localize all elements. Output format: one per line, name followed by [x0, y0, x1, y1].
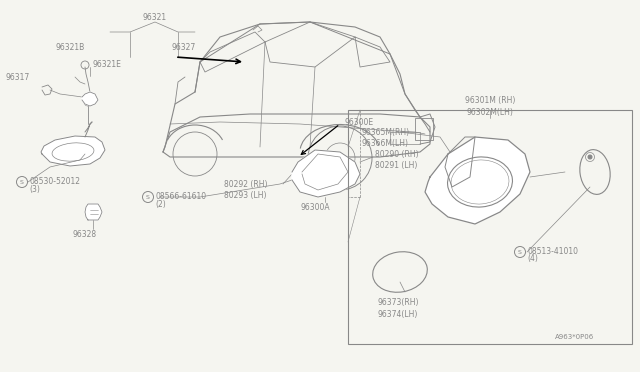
Text: 96321: 96321 — [143, 13, 167, 22]
Bar — [390, 132, 420, 144]
Text: 96327: 96327 — [172, 42, 196, 51]
Text: S: S — [20, 180, 24, 185]
Text: 96302M(LH): 96302M(LH) — [467, 108, 513, 116]
Text: 08566-61610: 08566-61610 — [156, 192, 207, 201]
Text: 08530-52012: 08530-52012 — [29, 176, 81, 186]
Text: 96300A: 96300A — [300, 202, 330, 212]
Text: 80293 (LH): 80293 (LH) — [224, 190, 266, 199]
Text: (3): (3) — [29, 185, 40, 193]
Text: 96300E: 96300E — [345, 118, 374, 126]
Polygon shape — [41, 136, 105, 166]
Text: 96373(RH): 96373(RH) — [378, 298, 419, 307]
Text: 96328: 96328 — [73, 230, 97, 238]
Text: 80291 (LH): 80291 (LH) — [375, 160, 417, 170]
Text: 08513-41010: 08513-41010 — [527, 247, 579, 256]
Text: (2): (2) — [156, 199, 166, 208]
Circle shape — [320, 172, 324, 176]
Text: 80292 (RH): 80292 (RH) — [224, 180, 268, 189]
Polygon shape — [85, 204, 102, 220]
Text: S: S — [146, 195, 150, 199]
Text: 96321E: 96321E — [92, 60, 121, 68]
Text: 96365M(RH): 96365M(RH) — [362, 128, 410, 137]
Text: S: S — [518, 250, 522, 254]
Polygon shape — [82, 92, 98, 106]
Text: 96321B: 96321B — [55, 42, 84, 51]
Bar — [348, 110, 632, 344]
Polygon shape — [425, 137, 530, 224]
Text: A963*0P06: A963*0P06 — [556, 334, 595, 340]
Text: 96301M (RH): 96301M (RH) — [465, 96, 515, 105]
Polygon shape — [292, 150, 360, 197]
Circle shape — [443, 178, 447, 182]
Circle shape — [317, 155, 319, 158]
Circle shape — [588, 155, 592, 159]
Text: 96317: 96317 — [5, 73, 29, 81]
Text: (4): (4) — [527, 254, 538, 263]
Text: 96366M(LH): 96366M(LH) — [362, 138, 409, 148]
Text: 96374(LH): 96374(LH) — [378, 310, 419, 318]
Bar — [415, 118, 433, 140]
Text: 80290 (RH): 80290 (RH) — [375, 150, 419, 158]
